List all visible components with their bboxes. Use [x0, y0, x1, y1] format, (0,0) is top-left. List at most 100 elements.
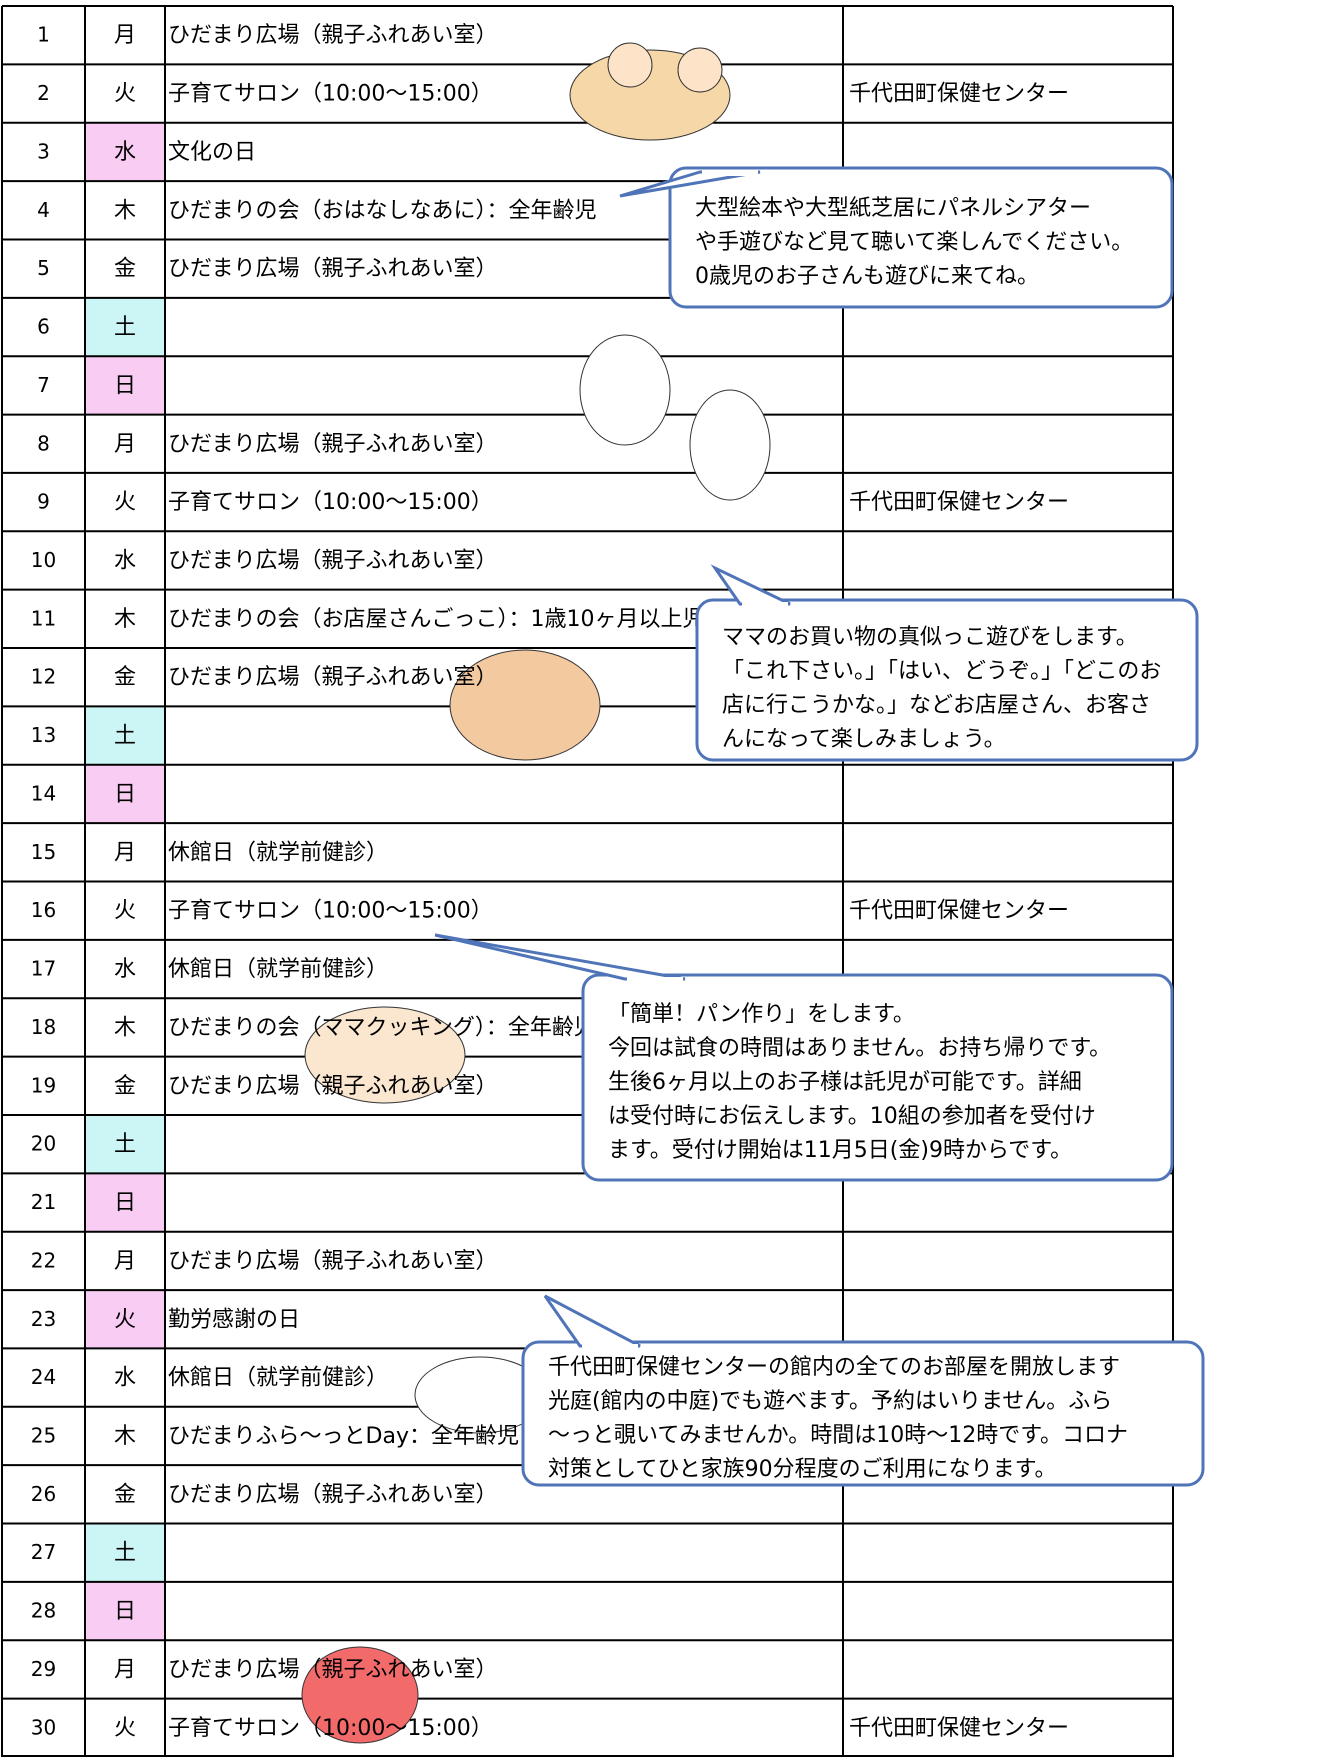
event: ひだまり広場（親子ふれあい室） — [168, 257, 498, 282]
location: 千代田町保健センター — [849, 490, 1069, 515]
callout-line: ママのお買い物の真似っこ遊びをします。 — [722, 625, 1138, 650]
day: 7 — [37, 373, 50, 397]
day: 27 — [31, 1540, 56, 1564]
weekday: 土 — [114, 315, 136, 340]
callout-box — [668, 166, 1174, 309]
callout-box — [695, 598, 1199, 762]
weekday-bg — [85, 356, 165, 415]
day: 29 — [31, 1657, 56, 1681]
day: 26 — [31, 1482, 56, 1506]
event: ひだまり広場（親子ふれあい室） — [168, 548, 498, 573]
day: 13 — [31, 723, 56, 747]
weekday-bg — [85, 764, 165, 824]
day: 10 — [31, 548, 56, 572]
day: 19 — [31, 1073, 56, 1097]
day: 16 — [31, 898, 56, 922]
weekday-bg — [85, 1173, 165, 1232]
event: ひだまり広場（親子ふれあい室） — [168, 1074, 498, 1099]
day: 8 — [37, 431, 50, 455]
event: 子育てサロン（10:00～15:00） — [168, 82, 493, 107]
callout-box — [521, 1340, 1205, 1487]
event: 勤労感謝の日 — [168, 1307, 300, 1332]
day: 20 — [31, 1132, 56, 1156]
callout-line: 「これ下さい。」「はい、どうぞ。」「どこのお — [722, 659, 1161, 684]
weekday: 金 — [114, 257, 136, 282]
weekday: 月 — [114, 1249, 136, 1274]
weekday: 金 — [114, 665, 136, 690]
weekday-bg — [85, 1523, 165, 1582]
weekday: 土 — [114, 1541, 136, 1566]
event: ひだまりふら～っとDay：全年齢児 — [168, 1424, 519, 1449]
weekday: 日 — [114, 782, 136, 807]
weekday: 月 — [114, 23, 136, 48]
day: 2 — [37, 81, 50, 105]
callout-line: は受付時にお伝えします。10組の参加者を受付け — [608, 1104, 1096, 1129]
day: 5 — [37, 256, 50, 280]
callout-line: 千代田町保健センターの館内の全てのお部屋を開放します — [548, 1355, 1120, 1380]
day: 9 — [37, 490, 50, 514]
weekday: 木 — [114, 198, 136, 223]
day: 30 — [31, 1715, 56, 1739]
illustrations — [301, 42, 771, 1744]
day: 12 — [31, 665, 56, 689]
event: ひだまり広場（親子ふれあい室） — [168, 432, 498, 457]
weekday: 火 — [114, 899, 136, 924]
weekday: 木 — [114, 607, 136, 632]
weekday: 水 — [114, 1366, 136, 1391]
location: 千代田町保健センター — [849, 82, 1069, 107]
callout-tail — [543, 1294, 641, 1348]
weekday: 水 — [114, 957, 136, 982]
weekday-bg — [85, 122, 165, 182]
weekday: 火 — [114, 1716, 136, 1741]
weekday: 金 — [114, 1074, 136, 1099]
weekday: 月 — [114, 1657, 136, 1682]
event: ひだまり広場（親子ふれあい室） — [168, 23, 498, 48]
callout-line: や手遊びなど見て聴いて楽しんでください。 — [695, 230, 1133, 255]
callout-box — [581, 973, 1174, 1182]
event: 休館日（就学前健診） — [168, 1366, 388, 1391]
callout-line: 大型絵本や大型紙芝居にパネルシアター — [695, 196, 1091, 221]
callout-line: 光庭(館内の中庭)でも遊べます。予約はいりません。ふら — [548, 1389, 1112, 1414]
day: 3 — [37, 139, 50, 163]
day: 24 — [31, 1365, 56, 1389]
event: ひだまり広場（親子ふれあい室） — [168, 665, 498, 690]
day: 25 — [31, 1423, 56, 1447]
weekday: 木 — [114, 1424, 136, 1449]
callout-line: んになって楽しみましょう。 — [722, 727, 1006, 752]
weekday-bg — [85, 706, 165, 765]
weekday: 火 — [114, 82, 136, 107]
day: 6 — [37, 315, 50, 339]
day: 18 — [31, 1015, 56, 1039]
callout-line: 生後6ヶ月以上のお子様は託児が可能です。詳細 — [608, 1070, 1082, 1095]
weekday: 火 — [114, 490, 136, 515]
day: 28 — [31, 1599, 56, 1623]
event: ひだまりの会（お店屋さんごっこ）：1歳10ヶ月以上児 — [168, 607, 705, 632]
weekday: 土 — [114, 724, 136, 749]
callout-line: ～っと覗いてみませんか。時間は10時～12時です。コロナ — [548, 1423, 1128, 1448]
day: 15 — [31, 840, 56, 864]
weekday-bg — [85, 1114, 165, 1174]
weekday: 月 — [114, 432, 136, 457]
weekday: 日 — [114, 1191, 136, 1216]
event: ひだまり広場（親子ふれあい室） — [168, 1249, 498, 1274]
callout-line: 対策としてひと家族90分程度のご利用になります。 — [548, 1457, 1056, 1482]
callout-line: 「簡単！パン作り」をします。 — [608, 1002, 915, 1027]
event: 子育てサロン（10:00～15:00） — [168, 899, 493, 924]
weekday: 日 — [114, 1599, 136, 1624]
weekday: 水 — [114, 140, 136, 165]
location: 千代田町保健センター — [849, 899, 1069, 924]
day: 14 — [31, 781, 56, 805]
weekday-bg — [85, 1290, 165, 1349]
event: 子育てサロン（10:00～15:00） — [168, 490, 493, 515]
event: 文化の日 — [168, 140, 256, 165]
weekday-bg — [85, 1581, 165, 1641]
day: 21 — [31, 1190, 56, 1214]
callout-tail — [434, 933, 686, 981]
day: 4 — [37, 198, 50, 222]
event: 子育てサロン（10:00～15:00） — [168, 1716, 493, 1741]
event: ひだまり広場（親子ふれあい室） — [168, 1482, 498, 1507]
day: 17 — [31, 957, 56, 981]
day: 22 — [31, 1248, 56, 1272]
